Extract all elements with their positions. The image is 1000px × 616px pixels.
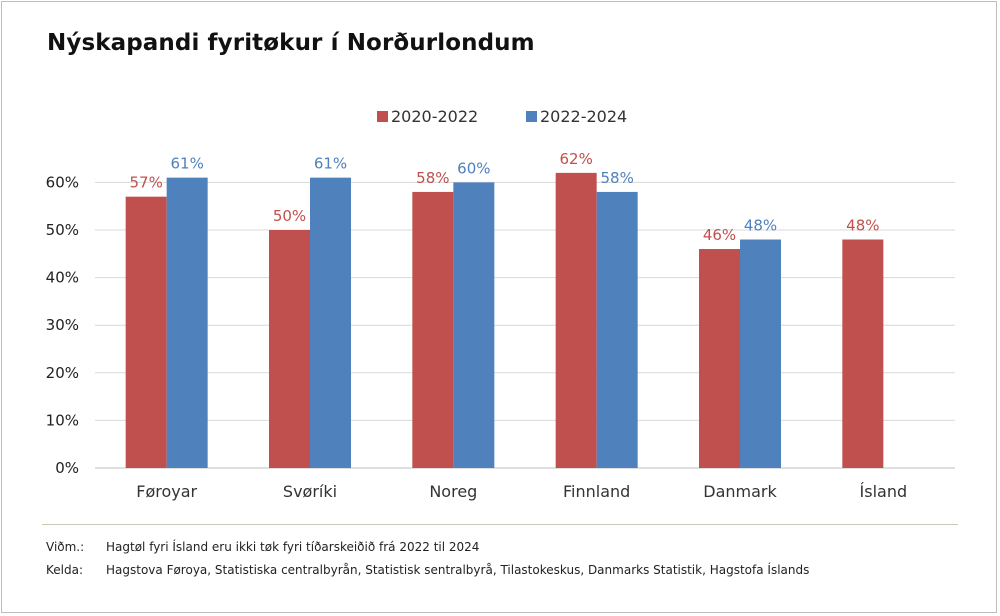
y-tick-label: 10% [46,411,79,429]
data-label: 61% [314,155,347,173]
x-tick-label: Føroyar [136,482,197,501]
legend-label: 2020-2022 [391,107,478,126]
bar [699,249,740,468]
bar [842,239,884,468]
legend-swatch [377,111,388,122]
x-tick-label: Danmark [703,482,777,501]
x-tick-label: Ísland [860,482,908,501]
y-tick-label: 40% [46,269,79,287]
y-tick-label: 30% [46,316,79,334]
y-tick-label: 50% [46,221,79,239]
footnote-label: Viðm.: [46,540,85,554]
bar [740,239,781,468]
y-tick-label: 60% [46,173,79,191]
data-label: 58% [600,169,633,187]
y-tick-label: 20% [46,364,79,382]
bar [555,172,597,468]
x-tick-label: Noreg [429,482,477,501]
footnote-text: Hagtøl fyri Ísland eru ikki tøk fyri tíð… [106,540,480,554]
bar [596,191,638,469]
x-tick-label: Svøríki [283,482,337,501]
data-label: 58% [416,169,449,187]
bar [166,177,208,468]
data-label: 48% [744,217,777,235]
source-text: Hagstova Føroya, Statistiska centralbyrå… [106,563,810,577]
bar [310,177,351,468]
data-label: 50% [273,207,306,225]
data-label: 57% [129,174,162,192]
data-label: 61% [170,155,203,173]
legend-swatch [526,111,537,122]
bar [453,182,495,468]
footnote: Viðm.: Hagtøl fyri Ísland eru ikki tøk fy… [46,540,479,554]
legend-label: 2022-2024 [540,107,627,126]
chart-title: Nýskapandi fyritøkur í Norðurlondum [47,30,535,56]
bar [269,230,310,468]
bar [412,191,454,469]
y-tick-label: 0% [55,459,79,477]
footer-divider [42,524,958,525]
data-label: 62% [559,150,592,168]
x-tick-label: Finnland [563,482,630,501]
bar [125,196,167,468]
source-label: Kelda: [46,563,84,577]
data-label: 60% [457,159,490,177]
data-label: 46% [703,226,736,244]
source-note: Kelda: Hagstova Føroya, Statistiska centr… [46,563,809,577]
data-label: 48% [846,217,879,235]
